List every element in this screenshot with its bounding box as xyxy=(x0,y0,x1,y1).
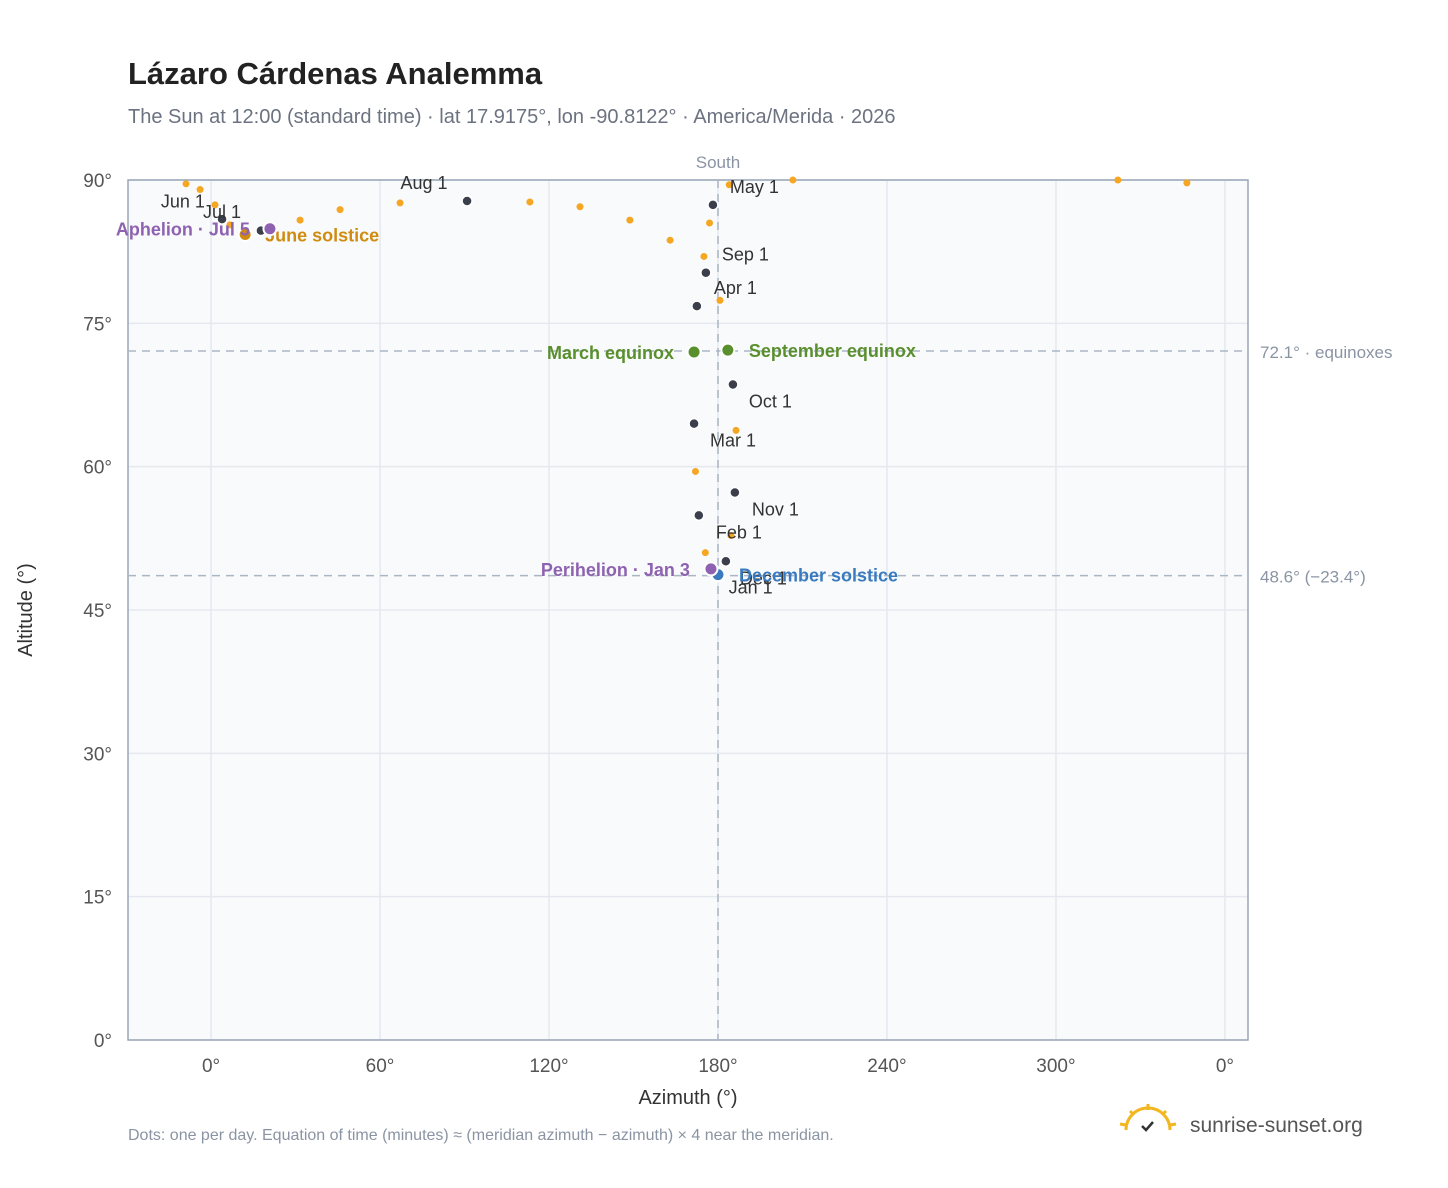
x-axis-title: Azimuth (°) xyxy=(638,1087,737,1109)
month-label: Oct 1 xyxy=(749,391,792,411)
month-label: Jun 1 xyxy=(161,192,205,212)
month-label: Jul 1 xyxy=(203,202,241,222)
event-marker xyxy=(703,561,719,577)
y-tick-label: 75° xyxy=(83,314,112,335)
month-marker xyxy=(707,199,719,211)
y-tick-label: 30° xyxy=(83,744,112,765)
x-tick-label: 60° xyxy=(366,1056,395,1077)
month-label: Apr 1 xyxy=(714,278,757,298)
month-marker xyxy=(691,300,703,312)
month-marker xyxy=(729,486,741,499)
chart-title: Lázaro Cárdenas Analemma xyxy=(128,56,543,91)
day-dot xyxy=(576,203,584,211)
y-tick-label: 60° xyxy=(83,458,112,479)
day-dot xyxy=(789,176,797,184)
month-marker xyxy=(461,195,473,207)
y-tick-label: 90° xyxy=(83,171,112,192)
day-dot xyxy=(1183,179,1191,187)
month-marker xyxy=(693,509,705,522)
month-marker xyxy=(700,266,712,279)
day-dot xyxy=(196,186,204,194)
event-label: September equinox xyxy=(749,341,916,361)
month-label: Dec 1 xyxy=(740,568,787,588)
event-label: Aphelion · Jul 5 xyxy=(116,220,250,240)
day-dot xyxy=(336,206,344,214)
day-dot xyxy=(296,216,304,224)
day-dot xyxy=(182,180,190,188)
brand-logo xyxy=(1119,1104,1177,1132)
day-dot xyxy=(706,219,714,227)
y-axis-title: Altitude (°) xyxy=(15,563,37,657)
event-label: June solstice xyxy=(265,225,379,245)
event-marker xyxy=(686,344,702,360)
month-marker xyxy=(720,555,732,568)
x-tick-label: 120° xyxy=(529,1056,568,1077)
x-tick-label: 240° xyxy=(867,1056,906,1077)
day-dot xyxy=(1114,176,1122,184)
x-tick-label: 180° xyxy=(698,1056,737,1077)
plot-frame xyxy=(127,179,1249,1041)
day-dot xyxy=(226,221,234,229)
reference-label: 48.6° (−23.4°) xyxy=(1260,568,1366,587)
month-label: Mar 1 xyxy=(710,431,756,451)
day-dot xyxy=(626,216,634,224)
event-marker xyxy=(237,226,253,242)
event-marker xyxy=(262,221,278,237)
month-label: Sep 1 xyxy=(722,245,769,265)
event-label: March equinox xyxy=(547,343,674,363)
day-dot xyxy=(727,531,735,539)
day-dot xyxy=(725,181,733,189)
day-dot xyxy=(716,296,724,304)
day-dot xyxy=(666,236,674,244)
x-tick-label: 300° xyxy=(1036,1056,1075,1077)
month-marker xyxy=(216,213,228,225)
month-label: Jan 1 xyxy=(729,578,773,598)
event-label: December solstice xyxy=(739,566,898,586)
month-label: Nov 1 xyxy=(752,499,799,519)
y-tick-label: 0° xyxy=(94,1031,112,1052)
day-dot xyxy=(526,198,534,206)
day-dot xyxy=(211,201,219,209)
chart-subtitle: The Sun at 12:00 (standard time) · lat 1… xyxy=(128,106,896,128)
month-marker xyxy=(688,417,700,430)
x-tick-label: 0° xyxy=(1216,1056,1234,1077)
x-tick-label: 0° xyxy=(202,1056,220,1077)
day-dot xyxy=(396,199,404,207)
reference-label: 72.1° · equinoxes xyxy=(1260,343,1393,362)
day-dot xyxy=(691,467,699,475)
day-dot xyxy=(732,426,740,434)
meridian-label: South xyxy=(696,153,740,172)
month-label: May 1 xyxy=(730,177,779,197)
event-label: Perihelion · Jan 3 xyxy=(541,560,690,580)
day-dot xyxy=(701,549,709,557)
event-marker xyxy=(720,342,736,358)
footnote: Dots: one per day. Equation of time (min… xyxy=(128,1127,834,1144)
y-tick-label: 45° xyxy=(83,601,112,622)
y-tick-label: 15° xyxy=(83,888,112,909)
brand: sunrise-sunset.org xyxy=(1190,1114,1363,1137)
month-label: Aug 1 xyxy=(401,173,448,193)
day-dot xyxy=(700,252,708,260)
month-marker xyxy=(727,378,739,391)
month-label: Feb 1 xyxy=(716,522,762,542)
